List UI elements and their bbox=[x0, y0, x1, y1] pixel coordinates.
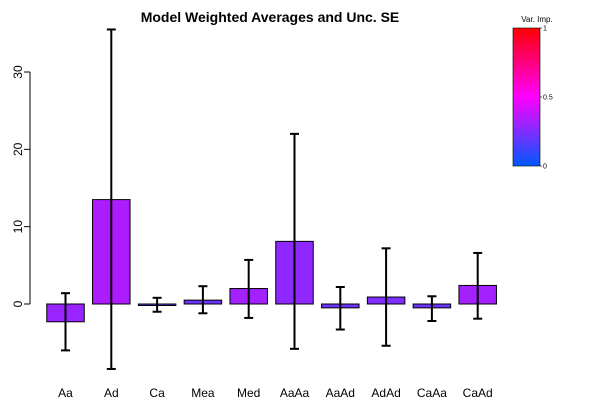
y-tick-label: 10 bbox=[11, 220, 25, 234]
color-legend: Var. Imp. 0 0.5 1 bbox=[512, 15, 553, 171]
x-tick-label: Mea bbox=[191, 386, 215, 400]
legend-tick-label: 0.5 bbox=[543, 95, 553, 102]
legend-tick-label: 0 bbox=[543, 164, 547, 171]
x-tick-label: Aa bbox=[58, 386, 73, 400]
y-tick-label: 30 bbox=[11, 65, 25, 79]
x-tick-label: CaAd bbox=[463, 386, 493, 400]
x-tick-label: AaAd bbox=[326, 386, 355, 400]
x-tick-label: CaAa bbox=[417, 386, 447, 400]
error-bars bbox=[61, 28, 483, 370]
x-tick-label: Med bbox=[237, 386, 260, 400]
x-tick-label: Ad bbox=[104, 386, 119, 400]
legend-title: Var. Imp. bbox=[521, 15, 552, 24]
x-tick-label: AaAa bbox=[280, 386, 310, 400]
x-tick-label: Ca bbox=[149, 386, 165, 400]
bars bbox=[46, 199, 497, 323]
y-axis: 0 10 20 30 bbox=[11, 65, 30, 307]
y-tick-label: 0 bbox=[11, 300, 25, 307]
legend-gradient-bar bbox=[512, 27, 541, 167]
y-tick-label: 20 bbox=[11, 142, 25, 156]
legend-tick-label: 1 bbox=[543, 26, 547, 33]
x-axis-labels: Aa Ad Ca Mea Med AaAa AaAd AdAd CaAa CaAd bbox=[58, 386, 493, 400]
chart-title: Model Weighted Averages and Unc. SE bbox=[141, 9, 400, 25]
x-tick-label: AdAd bbox=[371, 386, 400, 400]
